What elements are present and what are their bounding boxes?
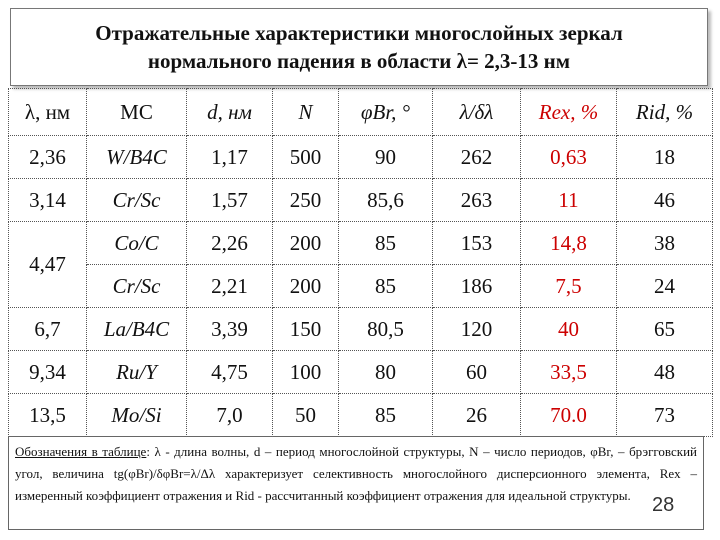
cell-rid: 73 — [616, 393, 713, 437]
table-row: 3,14 Cr/Sc 1,57 250 85,6 263 11 46 — [8, 178, 713, 222]
cell-n: 200 — [272, 221, 339, 265]
cell-selectivity: 186 — [432, 264, 521, 308]
cell-d: 1,17 — [186, 135, 273, 179]
header-lambda: λ, нм — [8, 88, 87, 136]
page-number: 28 — [652, 494, 675, 516]
header-phi: φBr, ° — [338, 88, 433, 136]
table-row: 13,5 Mo/Si 7,0 50 85 26 70.0 73 — [8, 393, 713, 437]
header-ms: МС — [86, 88, 187, 136]
cell-selectivity: 60 — [432, 350, 521, 394]
cell-d: 7,0 — [186, 393, 273, 437]
cell-rex: 14,8 — [520, 221, 617, 265]
header-rid: Rid, % — [616, 88, 713, 136]
cell-n: 250 — [272, 178, 339, 222]
table-header-row: λ, нм МС d, нм N φBr, ° λ/δλ Rex, % Rid,… — [8, 88, 713, 136]
mirror-table: λ, нм МС d, нм N φBr, ° λ/δλ Rex, % Rid,… — [8, 88, 713, 437]
cell-phi: 85 — [338, 221, 433, 265]
cell-n: 200 — [272, 264, 339, 308]
cell-rid: 46 — [616, 178, 713, 222]
cell-rid: 48 — [616, 350, 713, 394]
cell-ms: La/B4C — [86, 307, 187, 351]
cell-ms: Cr/Sc — [86, 264, 187, 308]
note-text: : λ - длина волны, d – период многослойн… — [15, 444, 697, 503]
table-row: 4,47 Co/C 2,26 200 85 153 14,8 38 — [8, 221, 713, 308]
cell-rex: 33,5 — [520, 350, 617, 394]
cell-selectivity: 26 — [432, 393, 521, 437]
cell-rex: 11 — [520, 178, 617, 222]
cell-lambda: 3,14 — [8, 178, 87, 222]
cell-selectivity: 120 — [432, 307, 521, 351]
title-line-1: Отражательные характеристики многослойны… — [95, 21, 623, 45]
note-label: Обозначения в таблице — [15, 444, 147, 459]
cell-selectivity: 263 — [432, 178, 521, 222]
cell-n: 150 — [272, 307, 339, 351]
cell-ms: Ru/Y — [86, 350, 187, 394]
cell-rex: 40 — [520, 307, 617, 351]
cell-rid: 24 — [616, 264, 713, 308]
cell-ms: Mo/Si — [86, 393, 187, 437]
title-line-2: нормального падения в области λ= 2,3-13 … — [147, 49, 571, 73]
cell-phi: 85 — [338, 264, 433, 308]
table-legend-note: Обозначения в таблице: λ - длина волны, … — [8, 436, 704, 530]
table-row: 9,34 Ru/Y 4,75 100 80 60 33,5 48 — [8, 350, 713, 394]
table-row: Cr/Sc 2,21 200 85 186 7,5 24 — [9, 264, 713, 308]
cell-lambda: 13,5 — [8, 393, 87, 437]
cell-d: 2,26 — [186, 221, 273, 265]
header-d: d, нм — [186, 88, 273, 136]
cell-d: 2,21 — [186, 264, 273, 308]
cell-d: 3,39 — [186, 307, 273, 351]
cell-rex: 70.0 — [520, 393, 617, 437]
slide-title: Отражательные характеристики многослойны… — [10, 8, 708, 86]
cell-rex: 7,5 — [520, 264, 617, 308]
cell-n: 100 — [272, 350, 339, 394]
cell-phi: 80 — [338, 350, 433, 394]
cell-ms: W/B4C — [86, 135, 187, 179]
header-selectivity: λ/δλ — [432, 88, 521, 136]
cell-n: 500 — [272, 135, 339, 179]
cell-ms: Cr/Sc — [86, 178, 187, 222]
cell-d: 4,75 — [186, 350, 273, 394]
cell-rid: 65 — [616, 307, 713, 351]
cell-lambda: 6,7 — [8, 307, 87, 351]
cell-rex: 0,63 — [520, 135, 617, 179]
table-row: 2,36 W/B4C 1,17 500 90 262 0,63 18 — [8, 135, 713, 179]
cell-lambda: 4,47 — [8, 221, 87, 308]
cell-selectivity: 153 — [432, 221, 521, 265]
cell-d: 1,57 — [186, 178, 273, 222]
cell-ms: Co/C — [86, 221, 187, 265]
cell-n: 50 — [272, 393, 339, 437]
cell-phi: 85,6 — [338, 178, 433, 222]
cell-phi: 85 — [338, 393, 433, 437]
cell-lambda: 2,36 — [8, 135, 87, 179]
cell-phi: 80,5 — [338, 307, 433, 351]
cell-rid: 38 — [616, 221, 713, 265]
header-rex: Rex, % — [520, 88, 617, 136]
cell-phi: 90 — [338, 135, 433, 179]
table-row: 6,7 La/B4C 3,39 150 80,5 120 40 65 — [8, 307, 713, 351]
cell-selectivity: 262 — [432, 135, 521, 179]
header-n: N — [272, 88, 339, 136]
cell-lambda: 9,34 — [8, 350, 87, 394]
cell-rid: 18 — [616, 135, 713, 179]
